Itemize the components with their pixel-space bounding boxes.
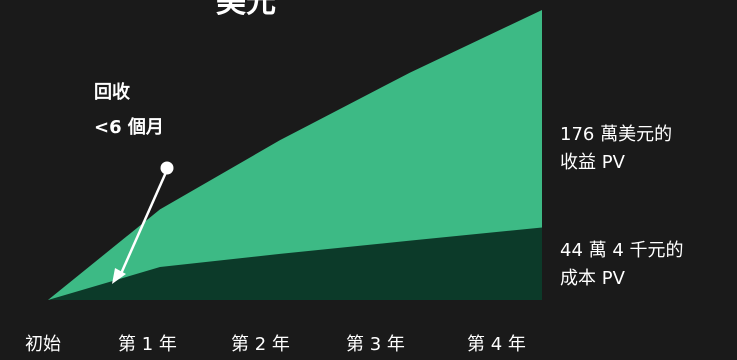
x-tick-label: 初始 <box>25 334 61 355</box>
payback-arrow-head <box>112 268 126 284</box>
x-tick-label: 第 3 年 <box>346 334 405 355</box>
cost-value-label: 44 萬 4 千元的 <box>560 240 684 261</box>
benefit-pv-area <box>16 10 542 300</box>
benefit-value-label: 176 萬美元的 <box>560 124 673 145</box>
payback-arrow-line <box>118 169 169 277</box>
payback-arrow-dot <box>160 161 174 175</box>
chart-title: 美元 <box>216 0 276 20</box>
cost-pv-area <box>16 227 542 300</box>
x-tick-label: 第 1 年 <box>118 334 177 355</box>
x-tick-label: 第 2 年 <box>231 334 290 355</box>
benefit-series-label: 收益 PV <box>560 152 625 173</box>
x-tick-label: 第 4 年 <box>467 334 526 355</box>
cost-series-label: 成本 PV <box>560 268 625 289</box>
payback-label: 回收 <box>94 82 130 103</box>
payback-period-label: <6 個月 <box>94 117 164 138</box>
